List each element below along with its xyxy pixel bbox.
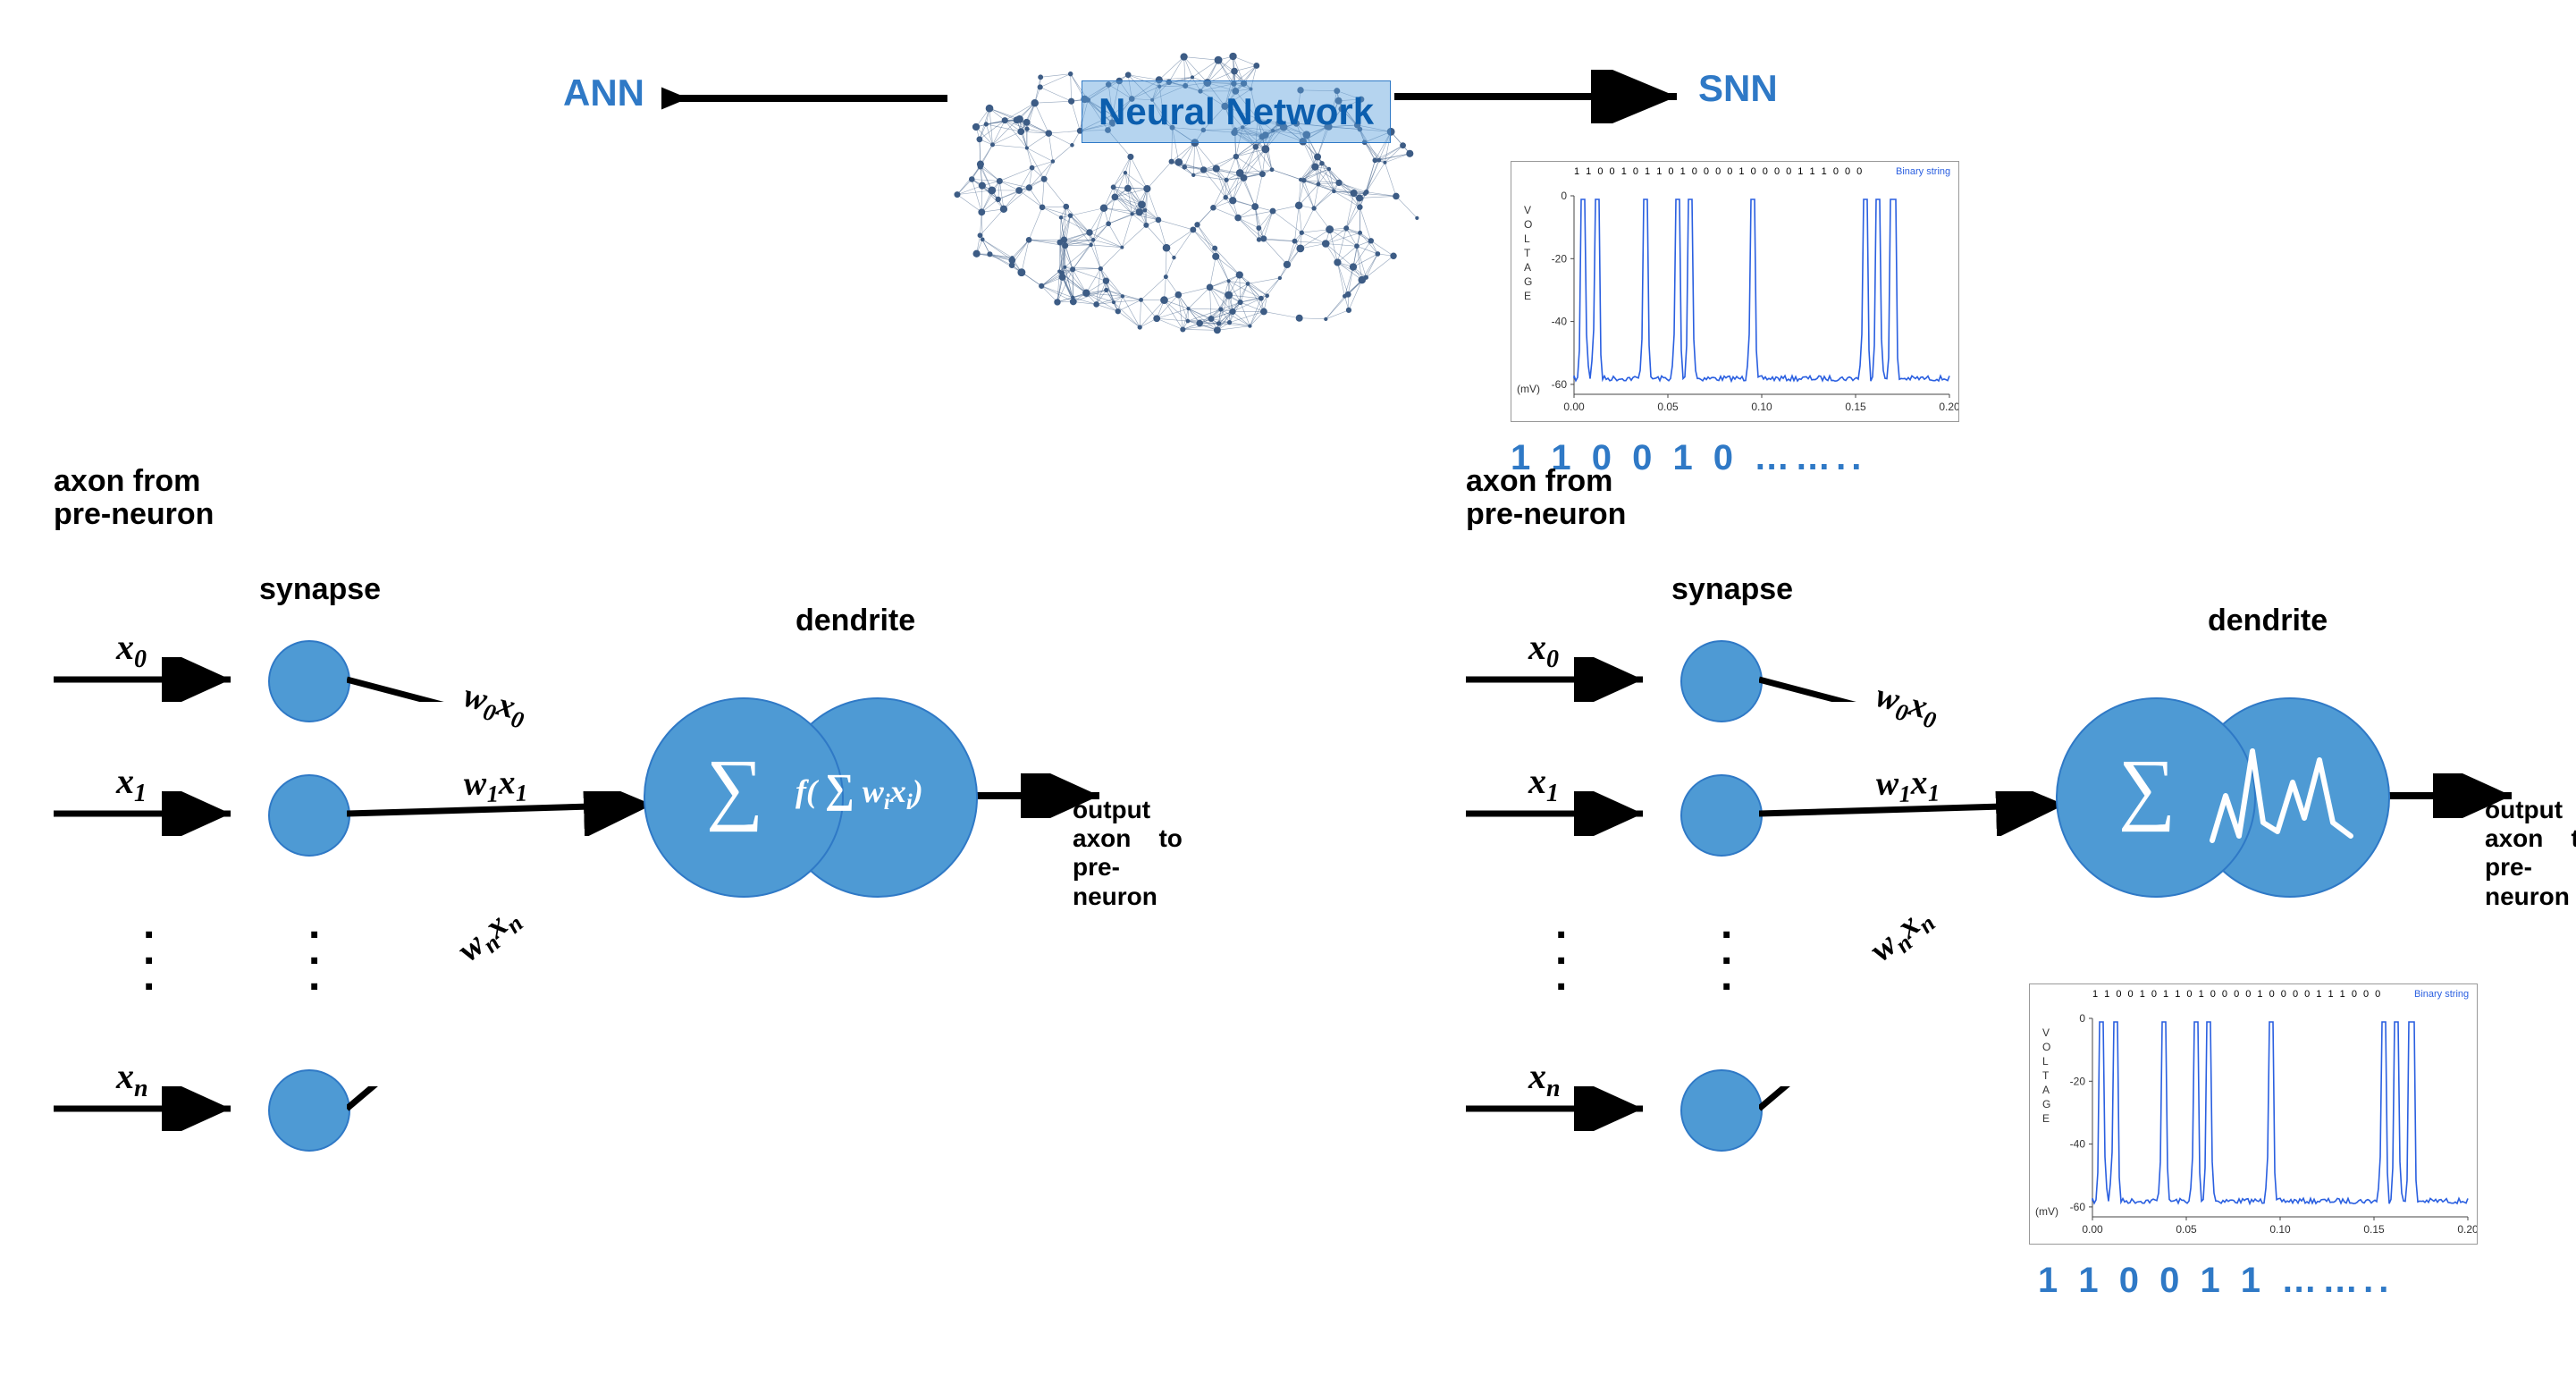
svg-text:0.10: 0.10 (2269, 1223, 2291, 1236)
axon-from-label: axon from pre-neuron (54, 465, 214, 532)
svg-text:Binary string: Binary string (2414, 989, 2469, 1000)
svg-text:G: G (1524, 275, 1532, 288)
svg-text:T: T (1524, 247, 1531, 259)
input-ellipsis: ... (1555, 912, 1567, 989)
xn-label: xn (116, 1055, 148, 1103)
svg-text:O: O (2042, 1041, 2050, 1053)
svg-text:V: V (2042, 1026, 2050, 1039)
svg-text:0: 0 (1561, 190, 1567, 202)
svg-text:1 1 0 0 1 0 1 1 0 1 0 0 0 0 1: 1 1 0 0 1 0 1 1 0 1 0 0 0 0 1 0 0 0 0 1 … (1574, 166, 1864, 177)
svg-text:0.20: 0.20 (2457, 1223, 2477, 1236)
svg-text:1 1 0 0 1 0 1 1 0 1 0 0 0 0 1: 1 1 0 0 1 0 1 1 0 1 0 0 0 0 1 0 0 0 0 1 … (2092, 989, 2382, 1000)
dendrite-label: dendrite (2208, 604, 2328, 638)
svg-text:E: E (1524, 290, 1531, 302)
svg-text:A: A (2042, 1084, 2050, 1096)
svg-text:-40: -40 (1552, 316, 1568, 328)
weight-label-n: wnxn (1862, 897, 1940, 974)
spike-activation-icon (2208, 733, 2360, 867)
svg-text:-60: -60 (2070, 1201, 2086, 1213)
svg-text:-20: -20 (1552, 252, 1568, 265)
svg-text:0.05: 0.05 (1657, 401, 1679, 413)
weight-label-n: wnxn (450, 897, 528, 974)
binary-string-bottom: 1 1 0 0 1 1 …….. (2038, 1261, 2394, 1301)
input-arrow-x1 (1466, 791, 1654, 836)
synapse-node-0 (1680, 640, 1763, 722)
neural-network-box: Neural Network (1082, 80, 1391, 143)
svg-text:0.20: 0.20 (1939, 401, 1958, 413)
svg-text:0.05: 0.05 (2176, 1223, 2197, 1236)
sigma-symbol: ∑ (2118, 742, 2176, 834)
svg-text:0.10: 0.10 (1751, 401, 1772, 413)
svg-text:L: L (1524, 232, 1530, 245)
spike-train-plot-top: 1 1 0 0 1 0 1 1 0 1 0 0 0 0 1 0 0 0 0 1 … (1511, 161, 1959, 422)
dendrite-label: dendrite (796, 604, 915, 638)
svg-text:0: 0 (2079, 1012, 2085, 1025)
synapse-node-n (1680, 1069, 1763, 1152)
input-arrow-x1 (54, 791, 241, 836)
arrow-to-ann (661, 72, 956, 125)
svg-text:-40: -40 (2070, 1138, 2086, 1151)
input-arrow-x0 (54, 657, 241, 702)
sigma-symbol: ∑ (706, 742, 763, 834)
synapse-node-1 (1680, 774, 1763, 857)
input-ellipsis: ... (143, 912, 155, 989)
weight-arrow-n (347, 1086, 765, 1131)
xn-label: xn (1528, 1055, 1561, 1103)
svg-text:-20: -20 (2070, 1075, 2086, 1087)
svg-text:G: G (2042, 1098, 2050, 1110)
svg-text:O: O (1524, 218, 1532, 231)
weight-label-1: w1x1 (463, 763, 527, 809)
synapse-ellipsis: ... (1721, 912, 1732, 989)
synapse-ellipsis: ... (308, 912, 320, 989)
synapse-label: synapse (259, 572, 381, 607)
activation-formula: f( ∑ wixi) (796, 764, 923, 815)
brain-network-icon (947, 18, 1448, 402)
svg-text:0.00: 0.00 (2082, 1223, 2103, 1236)
arrow-to-snn (1394, 70, 1689, 123)
svg-text:Binary string: Binary string (1896, 166, 1950, 177)
synapse-label: synapse (1671, 572, 1793, 607)
svg-text:0.15: 0.15 (1845, 401, 1866, 413)
synapse-node-0 (268, 640, 350, 722)
svg-text:A: A (1524, 261, 1531, 274)
x1-label: x1 (1528, 760, 1559, 808)
svg-text:0.00: 0.00 (1563, 401, 1585, 413)
svg-text:V: V (1524, 204, 1531, 216)
input-arrow-x0 (1466, 657, 1654, 702)
svg-text:(mV): (mV) (1517, 383, 1540, 395)
ann-label: ANN (563, 72, 644, 114)
svg-text:T: T (2042, 1069, 2050, 1082)
weight-label-1: w1x1 (1875, 763, 1940, 809)
x0-label: x0 (1528, 626, 1559, 674)
snn-label: SNN (1698, 67, 1778, 110)
axon-from-label: axon from pre-neuron (1466, 465, 1626, 532)
svg-text:-60: -60 (1552, 378, 1568, 391)
svg-text:L: L (2042, 1055, 2049, 1068)
x1-label: x1 (116, 760, 147, 808)
svg-text:0.15: 0.15 (2363, 1223, 2385, 1236)
synapse-node-1 (268, 774, 350, 857)
svg-text:(mV): (mV) (2035, 1205, 2058, 1218)
x0-label: x0 (116, 626, 147, 674)
svg-text:E: E (2042, 1112, 2050, 1125)
synapse-node-n (268, 1069, 350, 1152)
spike-train-plot-bottom: 1 1 0 0 1 0 1 1 0 1 0 0 0 0 1 0 0 0 0 1 … (2029, 983, 2478, 1245)
